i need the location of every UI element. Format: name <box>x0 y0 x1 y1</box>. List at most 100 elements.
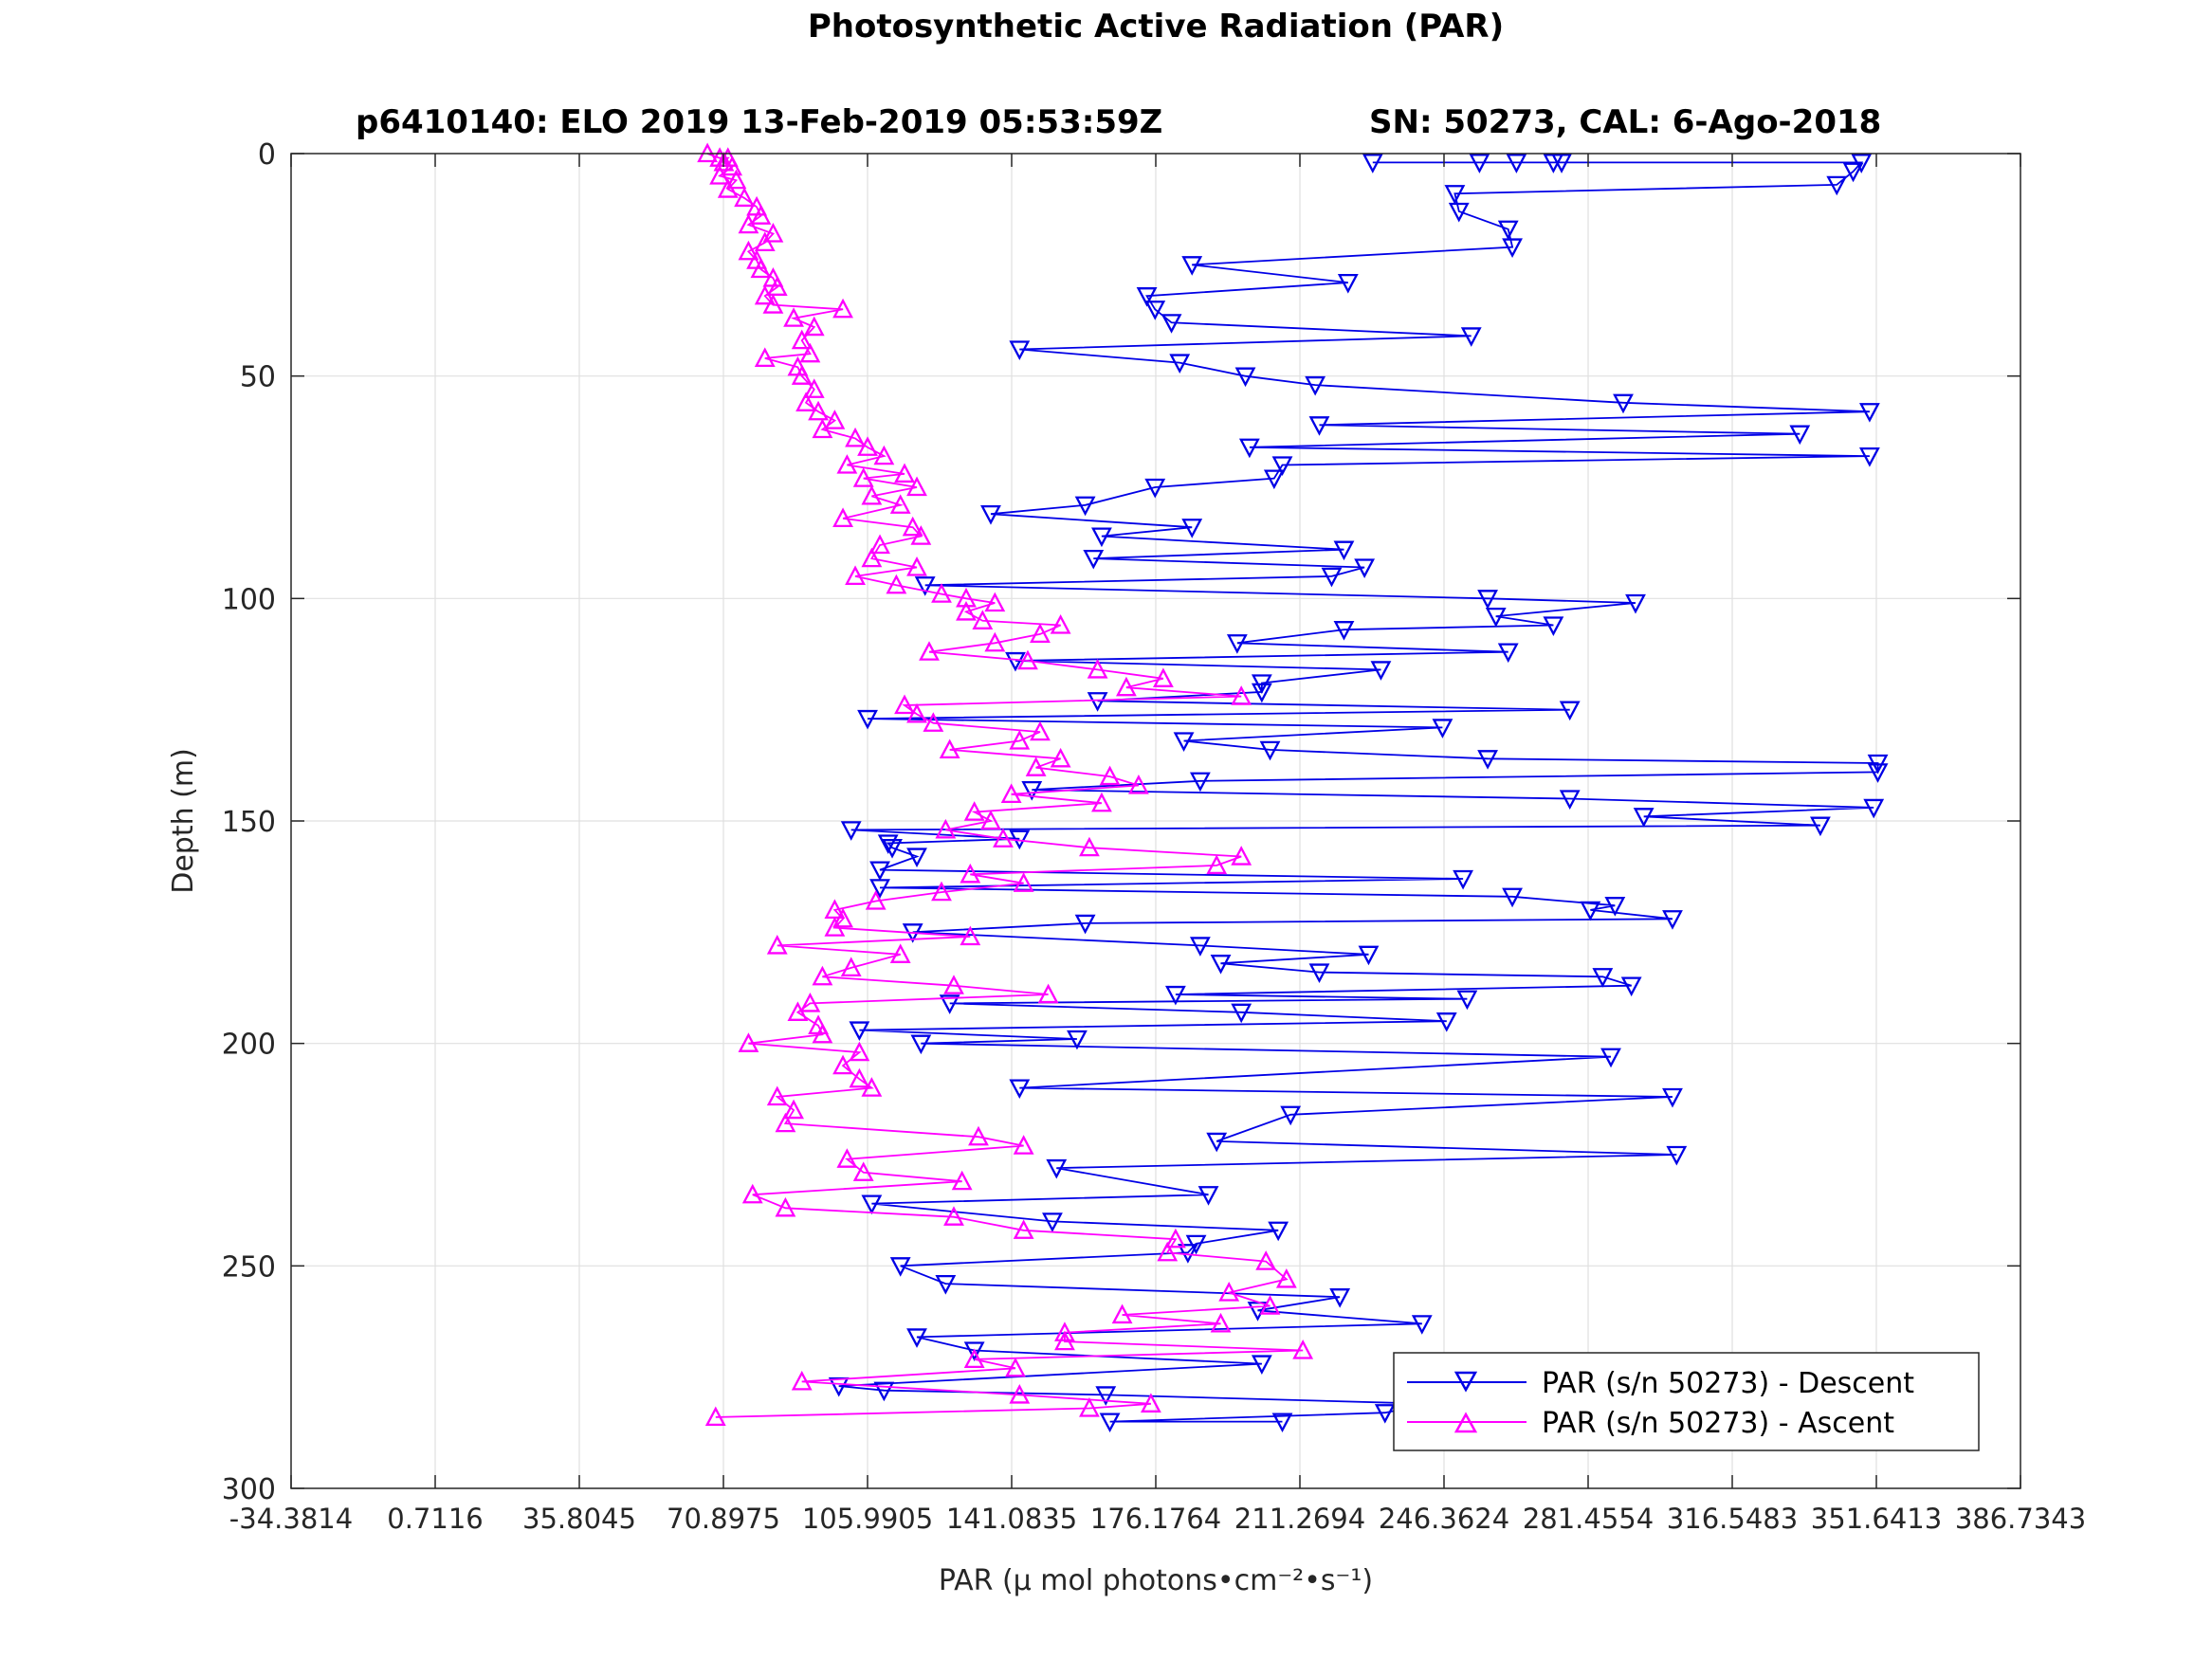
descent-point <box>1354 558 1376 578</box>
ascent-point <box>762 223 784 243</box>
descent-point <box>1321 567 1343 588</box>
ascent-point <box>1079 836 1100 857</box>
ascent-point <box>1111 1304 1133 1324</box>
ascent-point <box>861 484 883 505</box>
ascent-point <box>1231 846 1252 866</box>
ascent-point <box>960 925 981 946</box>
descent-point <box>1502 887 1523 908</box>
descent-point <box>1333 540 1355 561</box>
ascent-point <box>738 213 759 234</box>
ascent-point <box>1013 1219 1034 1239</box>
descent-point <box>1370 661 1392 681</box>
ascent-point <box>766 934 788 955</box>
descent-point <box>1271 456 1293 476</box>
ascent-point <box>931 881 952 902</box>
ascent-point <box>808 400 829 421</box>
descent-point <box>1144 478 1166 499</box>
ascent-point <box>791 365 813 385</box>
descent-point <box>1197 1186 1219 1206</box>
descent-point <box>1169 354 1191 374</box>
ascent-point <box>894 694 915 715</box>
descent-point <box>1268 1221 1289 1242</box>
descent-point <box>1095 1386 1117 1406</box>
ascent-point <box>1231 685 1252 705</box>
ascent-point <box>832 907 853 928</box>
y-tick-label: 300 <box>222 1473 276 1506</box>
ascent-point <box>754 231 776 252</box>
descent-point <box>1863 798 1885 819</box>
ascent-point <box>832 298 853 319</box>
ascent-point <box>1013 872 1034 892</box>
ascent-point <box>812 965 833 986</box>
ascent-point <box>845 427 866 447</box>
grid <box>291 154 2020 1488</box>
descent-point <box>1477 750 1498 770</box>
x-tick-label: -34.3814 <box>229 1503 353 1535</box>
ascent-point <box>741 1183 763 1204</box>
descent-point <box>1021 780 1043 801</box>
descent-point <box>1308 963 1330 984</box>
ascent-point <box>1210 1312 1232 1333</box>
descent-point <box>1469 154 1490 173</box>
ascent-point <box>1116 676 1137 697</box>
descent-point <box>849 1021 870 1042</box>
descent-point <box>939 994 960 1014</box>
ascent-point <box>787 1001 809 1021</box>
descent-point <box>1485 607 1507 628</box>
descent-point <box>1042 1212 1063 1232</box>
x-tick-label: 0.7116 <box>387 1503 483 1535</box>
ascent-point <box>799 992 821 1012</box>
descent-series <box>828 154 1889 1433</box>
descent-point <box>1144 301 1166 320</box>
ascent-point <box>791 1370 813 1391</box>
descent-point <box>1497 643 1519 664</box>
ascent-point <box>832 507 853 528</box>
ascent-point <box>783 1099 804 1120</box>
descent-point <box>1099 1413 1121 1433</box>
ascent-point <box>960 863 981 884</box>
x-tick-label: 211.2694 <box>1234 1503 1365 1535</box>
descent-point <box>857 709 878 730</box>
ascent-point <box>754 347 776 368</box>
descent-point <box>1633 808 1654 828</box>
ascent-point <box>1128 774 1149 794</box>
descent-point <box>906 1328 927 1348</box>
descent-point <box>963 1341 985 1361</box>
descent-point <box>1234 367 1256 388</box>
ascent-point <box>1050 747 1071 768</box>
ascent-point <box>836 454 858 474</box>
descent-point <box>1251 1355 1272 1376</box>
descent-point <box>1251 683 1272 703</box>
ascent-point <box>1275 1267 1297 1288</box>
descent-point <box>1210 955 1232 975</box>
ascent-point <box>1218 1282 1240 1302</box>
descent-point <box>1502 238 1523 259</box>
ascent-point <box>1030 623 1051 644</box>
descent-point <box>1009 1079 1031 1100</box>
ascent-point <box>943 1206 964 1226</box>
ascent-point <box>836 1148 858 1168</box>
x-tick-label: 70.8975 <box>667 1503 780 1535</box>
descent-point <box>882 839 903 859</box>
descent-point <box>1453 869 1473 890</box>
x-tick-label: 316.5483 <box>1667 1503 1798 1535</box>
y-tick-label: 50 <box>240 361 276 394</box>
ascent-point <box>762 294 784 314</box>
ascent-point <box>852 467 874 487</box>
x-tick-label: 105.9905 <box>802 1503 933 1535</box>
ascent-point <box>775 1196 796 1217</box>
ascent-point <box>852 1161 874 1181</box>
descent-point <box>1173 732 1195 752</box>
ascent-point <box>1255 1250 1277 1270</box>
ascent-point <box>951 1170 973 1191</box>
descent-point <box>1625 593 1646 614</box>
descent-point <box>1259 740 1281 761</box>
ascent-point <box>1157 1241 1179 1262</box>
ascent-point <box>1099 765 1121 786</box>
ascent-point <box>889 494 911 514</box>
descent-point <box>1074 914 1096 935</box>
ascent-point <box>849 1041 870 1062</box>
y-axis-label: Depth (m) <box>167 748 200 894</box>
descent-point <box>1666 1145 1688 1166</box>
x-tick-label: 246.3624 <box>1379 1503 1509 1535</box>
